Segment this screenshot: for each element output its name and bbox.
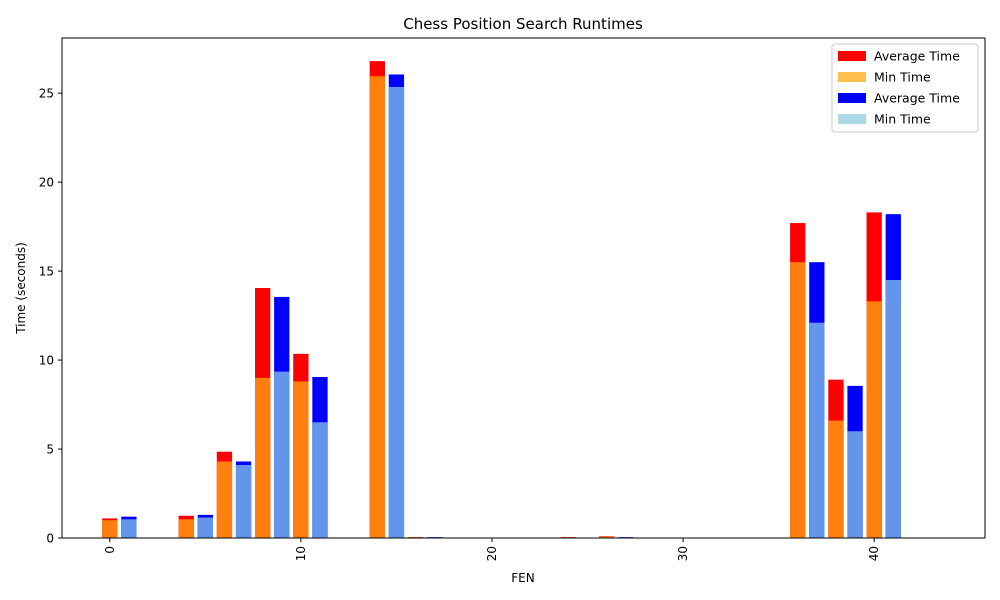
bar-red-group-min	[293, 381, 309, 538]
bar-blue-group-min	[885, 279, 901, 538]
bar-blue-group-min	[121, 519, 137, 538]
bar-blue-group-min	[847, 431, 863, 538]
legend-swatch	[838, 93, 866, 103]
bar-red-group-min	[369, 76, 385, 538]
y-axis-label: Time (seconds)	[14, 242, 28, 335]
bar-blue-group-min	[274, 371, 290, 538]
legend-swatch	[838, 114, 866, 124]
x-tick-label: 30	[676, 546, 690, 561]
axes-layer: 0 5 10 15 20 25 0 10 20 30 40	[39, 37, 986, 561]
x-tick-label: 10	[294, 546, 308, 561]
x-tick-label: 0	[103, 546, 117, 554]
chart-title: Chess Position Search Runtimes	[403, 15, 643, 33]
bar-red-group-min	[255, 377, 271, 538]
legend-swatch	[838, 51, 866, 61]
x-axis-label: FEN	[511, 571, 534, 585]
legend-entry-label: Min Time	[874, 112, 931, 127]
legend-swatch	[838, 72, 866, 82]
x-tick-label: 40	[867, 546, 881, 561]
bar-blue-group-min	[197, 517, 213, 538]
plot-frame	[61, 37, 986, 539]
y-tick-label: 10	[39, 354, 54, 368]
legend-entry-label: Average Time	[874, 49, 960, 64]
legend: Average Time Min Time Average Time Min Time	[831, 43, 979, 133]
bar-red-group-min	[178, 519, 194, 538]
y-tick-label: 20	[39, 176, 54, 190]
bar-blue-group-min	[235, 465, 252, 538]
bar-red-group-min	[828, 420, 844, 538]
bar-red-group-min	[598, 536, 615, 538]
y-tick-label: 15	[39, 265, 54, 279]
legend-entry-label: Min Time	[874, 70, 931, 85]
legend-entry-label: Average Time	[874, 91, 960, 106]
bar-red-group-min	[790, 262, 806, 538]
legend-box	[831, 43, 979, 133]
bar-red-group-min	[216, 461, 233, 538]
y-tick-label: 5	[46, 443, 54, 457]
bar-blue-group-min	[388, 86, 405, 539]
bar-blue-group-min	[809, 322, 825, 538]
bars-layer	[102, 61, 901, 539]
bar-red-group-min	[866, 301, 882, 538]
bar-blue-group-min	[312, 422, 328, 538]
x-tick-label: 20	[485, 546, 499, 561]
y-tick-label: 25	[39, 87, 54, 101]
y-tick-label: 0	[46, 532, 54, 546]
bar-red-group-min	[102, 520, 118, 538]
